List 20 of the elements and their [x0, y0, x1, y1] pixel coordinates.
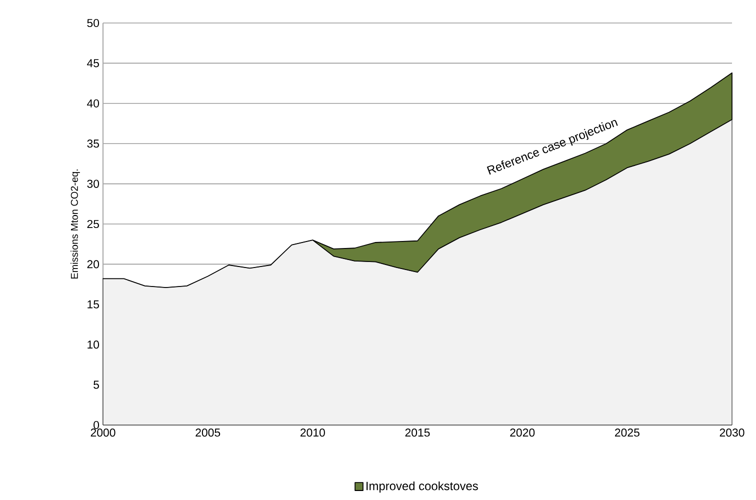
x-tick-label: 2010	[300, 428, 325, 437]
y-tick-label: 35	[87, 140, 99, 148]
x-tick-label: 2015	[405, 428, 430, 437]
y-tick-label: 50	[87, 18, 100, 28]
y-axis-title: Emissions Mton CO2-eq.	[70, 170, 80, 279]
x-tick-label: 2005	[196, 428, 220, 437]
y-tick-label: 10	[88, 340, 100, 349]
x-tick-label: 2000	[90, 428, 116, 437]
x-tick-label: 2020	[510, 428, 535, 437]
y-tick-label: 25	[87, 220, 99, 228]
y-tick-label: 20	[87, 260, 100, 268]
y-tick-label: 15	[88, 300, 99, 308]
x-tick-label: 2025	[615, 428, 640, 437]
x-tick-label: 2030	[720, 428, 744, 437]
y-tick-label: 45	[87, 59, 99, 68]
y-tick-label: 5	[94, 380, 99, 389]
y-tick-label: 0	[94, 420, 100, 430]
legend-label: Improved cookstoves	[366, 481, 478, 493]
y-tick-label: 30	[87, 180, 100, 188]
y-tick-label: 40	[87, 99, 100, 108]
